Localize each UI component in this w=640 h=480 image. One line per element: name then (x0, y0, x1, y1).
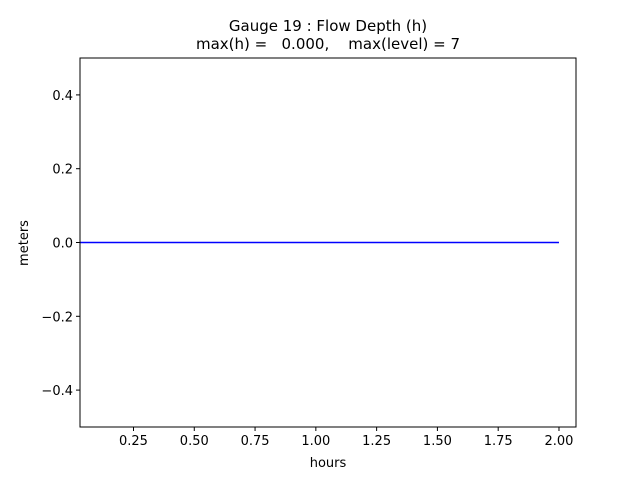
x-axis-ticks: 0.25 0.50 0.75 1.00 1.25 1.50 1.75 2.00 (119, 427, 573, 449)
x-tick-label: 1.50 (423, 434, 452, 449)
y-tick-label: 0.2 (52, 163, 73, 178)
y-tick-label: 0.0 (52, 237, 73, 252)
x-axis-label: hours (310, 456, 347, 471)
x-tick-label: 0.25 (119, 434, 148, 449)
x-tick-label: 0.75 (241, 434, 270, 449)
chart-title-line-2: max(h) = 0.000, max(level) = 7 (195, 35, 461, 53)
y-axis-ticks: −0.4 −0.2 0.0 0.2 0.4 (41, 89, 80, 399)
y-axis-label: meters (17, 220, 32, 266)
x-tick-label: 1.75 (484, 434, 513, 449)
y-tick-label: 0.4 (52, 89, 73, 104)
y-tick-label: −0.4 (41, 384, 73, 399)
chart-title-line-1: Gauge 19 : Flow Depth (h) (228, 17, 428, 35)
x-tick-label: 1.00 (301, 434, 330, 449)
x-tick-label: 2.00 (545, 434, 574, 449)
x-tick-label: 1.25 (362, 434, 391, 449)
y-tick-label: −0.2 (41, 310, 73, 325)
x-tick-label: 0.50 (180, 434, 209, 449)
